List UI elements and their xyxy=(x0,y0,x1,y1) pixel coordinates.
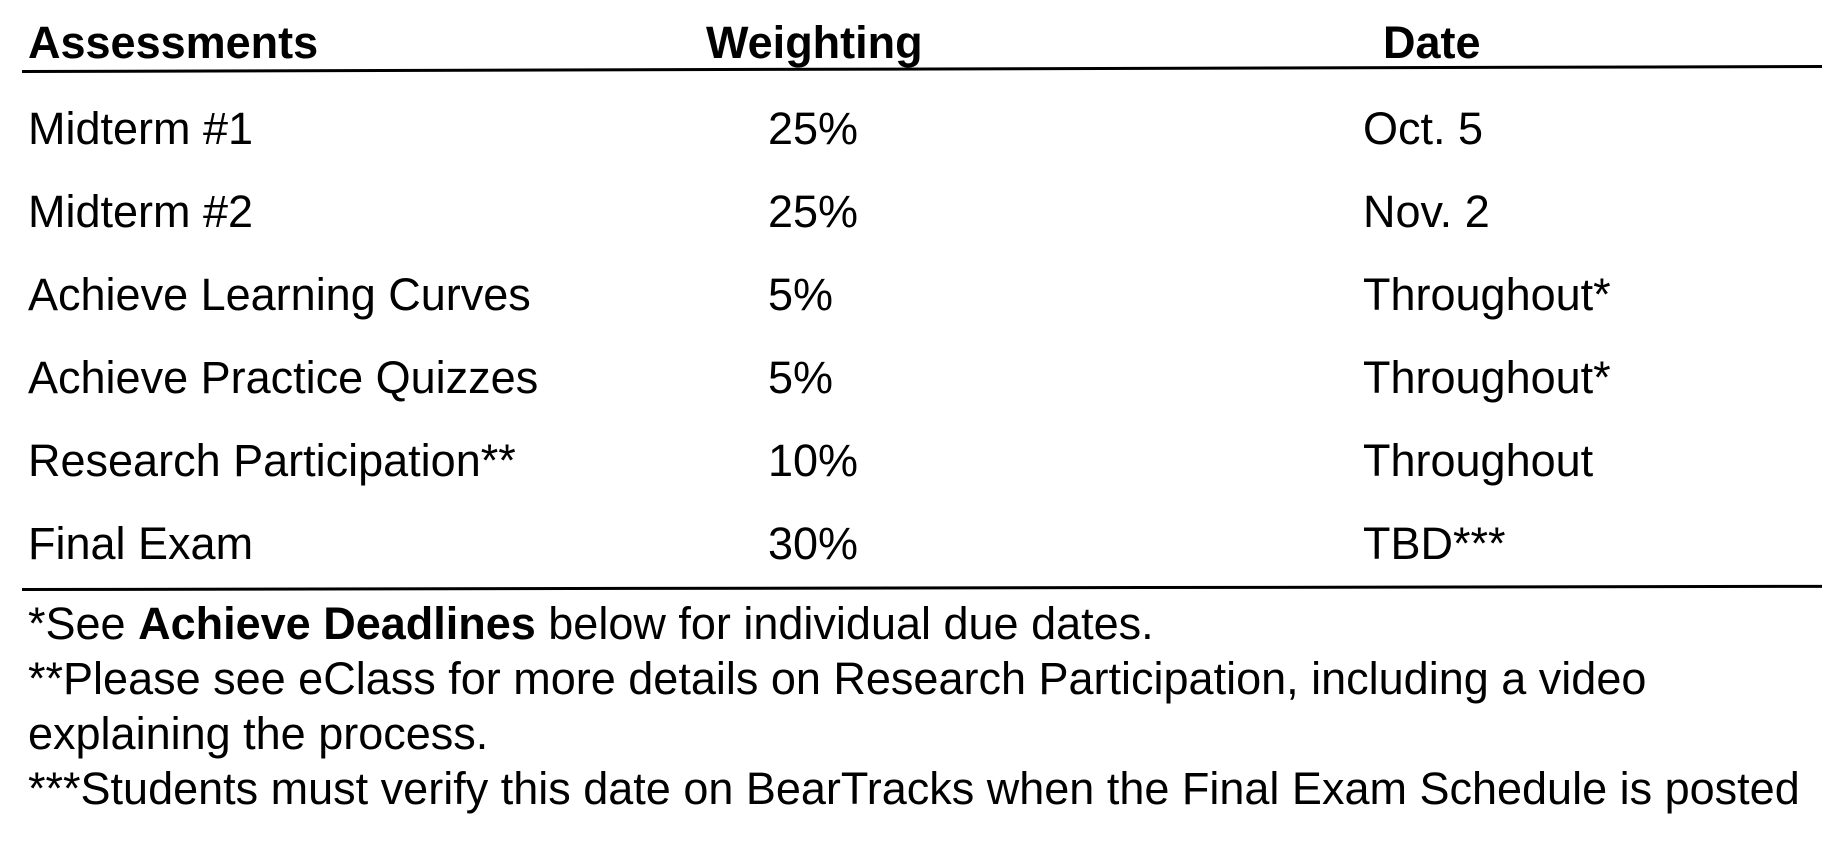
table-row: Midterm #2 25% Nov. 2 xyxy=(0,175,1842,258)
footnote-final-exam: ***Students must verify this date on Bea… xyxy=(28,763,1800,814)
cell-weighting: 5% xyxy=(768,269,834,320)
cell-assessment: Final Exam xyxy=(28,518,254,569)
cell-date: TBD*** xyxy=(1363,518,1506,569)
table-row: Research Participation** 10% Throughout xyxy=(0,424,1842,507)
table-row: Achieve Learning Curves 5% Throughout* xyxy=(0,258,1842,341)
footnote-achieve-suffix: below for individual due dates. xyxy=(535,598,1154,649)
header-weighting: Weighting xyxy=(706,17,923,68)
footnote-achieve: *See Achieve Deadlines below for individ… xyxy=(28,596,1818,651)
cell-date: Throughout xyxy=(1363,435,1594,486)
cell-weighting: 25% xyxy=(768,186,859,237)
cell-weighting: 5% xyxy=(768,352,834,403)
cell-assessment: Achieve Learning Curves xyxy=(28,269,531,320)
table-row: Achieve Practice Quizzes 5% Throughout* xyxy=(0,341,1842,424)
header-date: Date xyxy=(1383,17,1481,68)
cell-weighting: 25% xyxy=(768,103,859,154)
footnotes: *See Achieve Deadlines below for individ… xyxy=(28,596,1818,816)
cell-weighting: 10% xyxy=(768,435,859,486)
achieve-deadlines-text: Achieve Deadlines xyxy=(138,598,536,649)
cell-assessment: Achieve Practice Quizzes xyxy=(28,352,539,403)
cell-assessment: Midterm #2 xyxy=(28,186,254,237)
cell-weighting: 30% xyxy=(768,518,859,569)
table-body: Midterm #1 25% Oct. 5 Midterm #2 25% Nov… xyxy=(0,92,1842,590)
table-row: Final Exam 30% TBD*** xyxy=(0,507,1842,590)
cell-assessment: Research Participation** xyxy=(28,435,516,486)
cell-assessment: Midterm #1 xyxy=(28,103,254,154)
cell-date: Throughout* xyxy=(1363,269,1611,320)
cell-date: Nov. 2 xyxy=(1363,186,1490,237)
table-header: Assessments Weighting Date xyxy=(0,0,1842,70)
footnote-research: **Please see eClass for more details on … xyxy=(28,653,1647,759)
footnote-achieve-prefix: *See xyxy=(28,598,139,649)
header-assessments: Assessments xyxy=(28,17,319,68)
cell-date: Oct. 5 xyxy=(1363,103,1484,154)
cell-date: Throughout* xyxy=(1363,352,1611,403)
table-row: Midterm #1 25% Oct. 5 xyxy=(0,92,1842,175)
